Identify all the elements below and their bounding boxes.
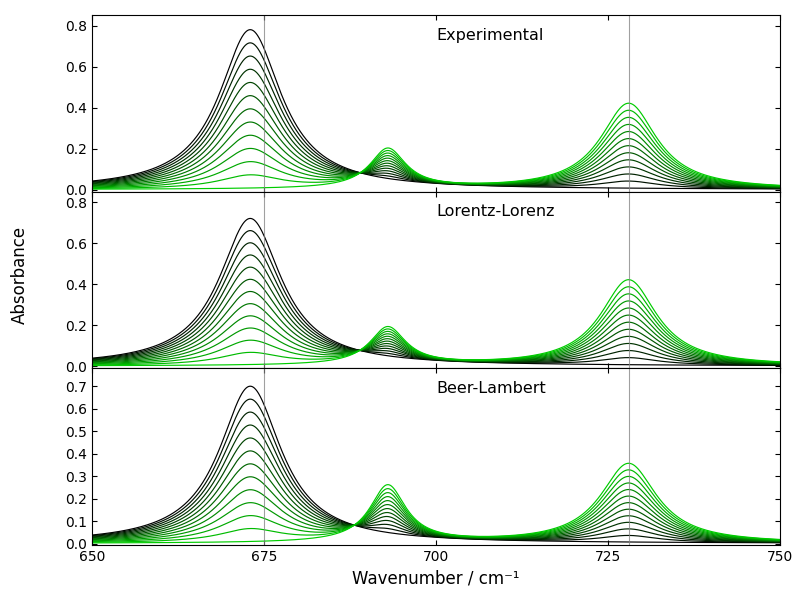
Text: Experimental: Experimental: [436, 28, 543, 43]
Text: Lorentz-Lorenz: Lorentz-Lorenz: [436, 204, 554, 219]
Text: Beer-Lambert: Beer-Lambert: [436, 381, 546, 395]
Text: Absorbance: Absorbance: [11, 226, 29, 324]
X-axis label: Wavenumber / cm⁻¹: Wavenumber / cm⁻¹: [352, 569, 520, 587]
